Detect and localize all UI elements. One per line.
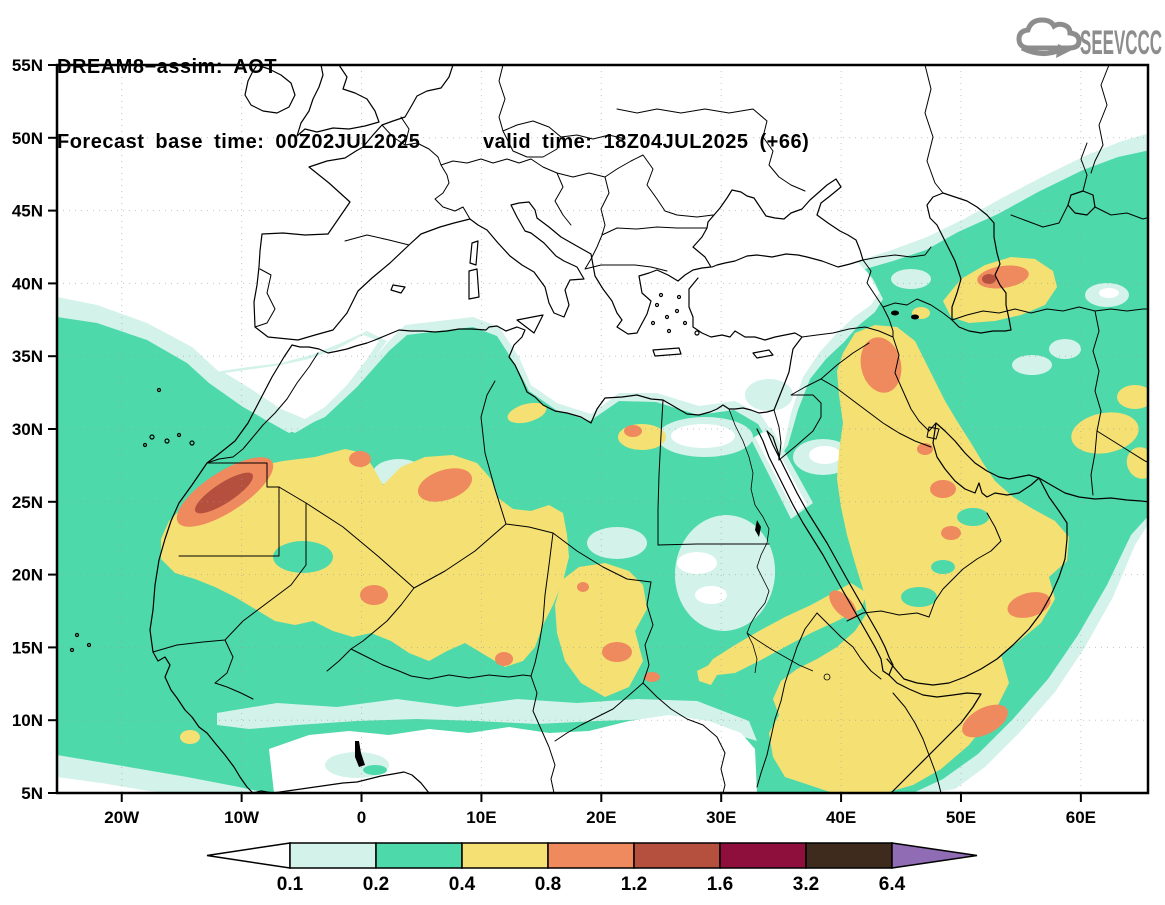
chart-title: DREAM8−assim: AOT (57, 56, 278, 78)
map-area (55, 63, 1150, 795)
lon-tick-label: 60E (1066, 808, 1096, 827)
logo-text: SEEVCCC (1080, 24, 1162, 60)
lat-tick-label: 20N (12, 566, 43, 585)
arrow-swoosh (1020, 45, 1062, 56)
grid-lines (57, 65, 1148, 793)
colorbar-label: 0.1 (277, 874, 304, 895)
rivers-lakes (355, 310, 919, 767)
lon-tick-label: 40E (826, 808, 856, 827)
lon-tick-label: 50E (946, 808, 976, 827)
lon-tick-label: 20W (104, 808, 140, 827)
colorbar-arrow-below-min (206, 842, 291, 869)
lon-tick-label: 10E (466, 808, 496, 827)
colorbar-cell (461, 842, 549, 869)
colorbar-cell (547, 842, 635, 869)
colorbar-label: 0.2 (363, 874, 389, 895)
lat-tick-label: 50N (12, 129, 43, 148)
lon-tick-label: 30E (706, 808, 736, 827)
colorbar-label: 1.6 (707, 874, 733, 895)
lat-tick-label: 25N (12, 493, 43, 512)
colorbar-cell (633, 842, 721, 869)
colorbar-arrow-above-max (891, 842, 978, 869)
colorbar-cell (375, 842, 463, 869)
colorbar-cell (289, 842, 377, 869)
lat-tick-label: 10N (12, 711, 43, 730)
chart-subtitle: Forecast base time: 00Z02JUL2025 valid ti… (57, 130, 809, 155)
chart-header: DREAM8−assim: AOT Forecast base time: 00… (57, 5, 809, 205)
lat-tick-label: 40N (12, 274, 43, 293)
colorbar-label: 6.4 (879, 874, 906, 895)
lat-tick-label: 55N (12, 56, 43, 75)
axes: 55N 50N 45N 40N 35N 30N 25N 20N 15N 10N 5N 20W 10W 0 1… (12, 56, 1096, 827)
cloud-icon (1016, 17, 1082, 58)
country-borders (152, 65, 1148, 793)
lat-tick-label: 30N (12, 420, 43, 439)
lat-tick-label: 45N (12, 202, 43, 221)
colorbar-cell (719, 842, 807, 869)
colorbar-label: 1.2 (621, 874, 647, 895)
coastlines (69, 65, 1148, 793)
colorbar-label: 3.2 (793, 874, 819, 895)
colorbar-label: 0.8 (535, 874, 561, 895)
lat-tick-label: 5N (21, 784, 43, 803)
lon-tick-label: 10W (224, 808, 260, 827)
lat-tick-label: 35N (12, 347, 43, 366)
colorbar-label: 0.4 (449, 874, 476, 895)
lon-tick-label: 20E (586, 808, 616, 827)
valid-time: valid time: 18Z04JUL2025 (+66) (483, 131, 810, 153)
lat-tick-label: 15N (12, 638, 43, 657)
colorbar-legend: 0.1 0.2 0.4 0.8 1.2 1.6 3.2 6.4 (206, 842, 978, 895)
lon-tick-label: 0 (357, 808, 366, 827)
arrow-head (1056, 44, 1072, 58)
forecast-base-time: Forecast base time: 00Z02JUL2025 (57, 131, 421, 153)
seevccc-logo: SEEVCCC (1016, 17, 1162, 60)
colorbar-cell (805, 842, 893, 869)
